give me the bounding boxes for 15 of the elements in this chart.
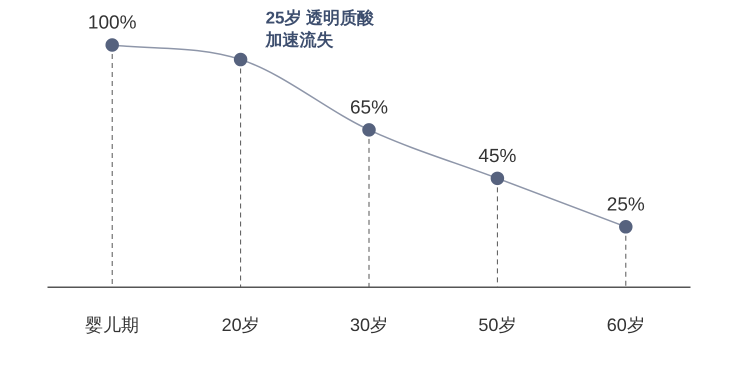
annotation: 25岁 透明质酸加速流失 xyxy=(264,8,376,50)
x-tick-label: 婴儿期 xyxy=(85,315,140,336)
point xyxy=(619,220,633,234)
point xyxy=(490,172,504,186)
x-tick-label: 20岁 xyxy=(222,315,260,336)
data-label: 65% xyxy=(350,98,388,119)
data-label: 25% xyxy=(606,194,645,216)
data-label: 45% xyxy=(478,146,517,168)
data-label: 100% xyxy=(88,12,137,34)
point xyxy=(362,123,376,137)
x-tick-label: 30岁 xyxy=(350,315,388,336)
point xyxy=(234,52,248,66)
x-tick-label: 60岁 xyxy=(606,315,645,336)
x-tick-label: 50岁 xyxy=(478,315,516,336)
point xyxy=(105,38,119,52)
